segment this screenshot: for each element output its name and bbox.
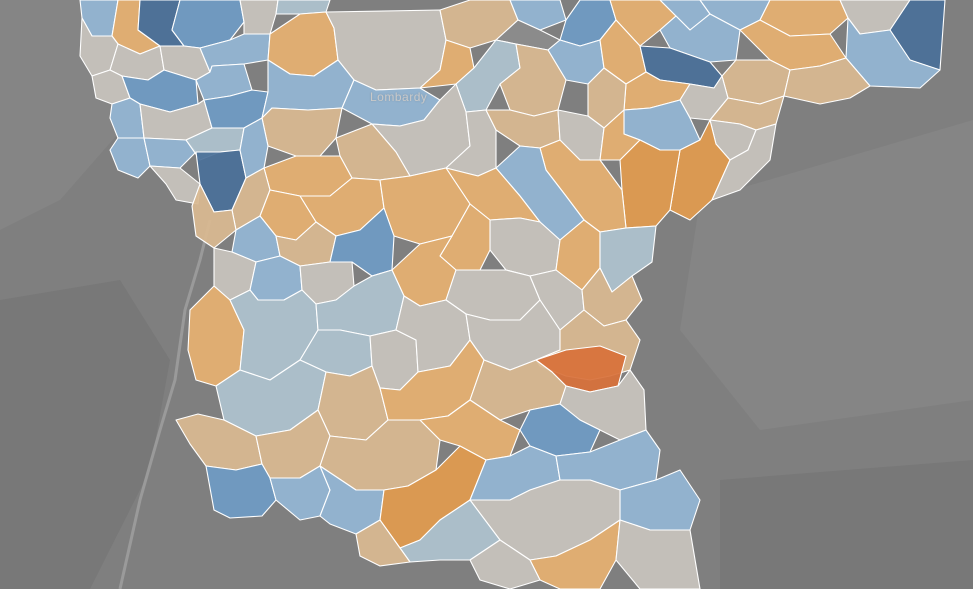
terrain-shade-3 — [720, 460, 973, 589]
municipality-region[interactable] — [783, 57, 871, 105]
municipality-region[interactable] — [149, 165, 201, 205]
municipality-region[interactable] — [261, 107, 343, 157]
municipality-region[interactable] — [191, 183, 237, 249]
municipality-region[interactable] — [469, 539, 541, 589]
municipality-region[interactable] — [239, 0, 279, 35]
municipality-region[interactable] — [419, 399, 521, 461]
municipality-layer — [79, 0, 946, 589]
municipality-region[interactable] — [711, 123, 777, 201]
municipality-region[interactable] — [355, 519, 411, 567]
terrain-shade-1 — [0, 280, 170, 589]
municipality-region[interactable] — [249, 255, 303, 301]
municipality-region[interactable] — [109, 137, 151, 179]
municipality-region[interactable] — [205, 463, 277, 519]
river-line — [118, 219, 212, 589]
municipality-region[interactable] — [485, 109, 561, 149]
terrain-shade-2 — [680, 120, 973, 430]
municipality-region[interactable] — [619, 139, 681, 229]
municipality-region[interactable] — [143, 137, 197, 169]
municipality-region[interactable] — [615, 519, 701, 589]
municipality-region[interactable] — [109, 97, 145, 139]
